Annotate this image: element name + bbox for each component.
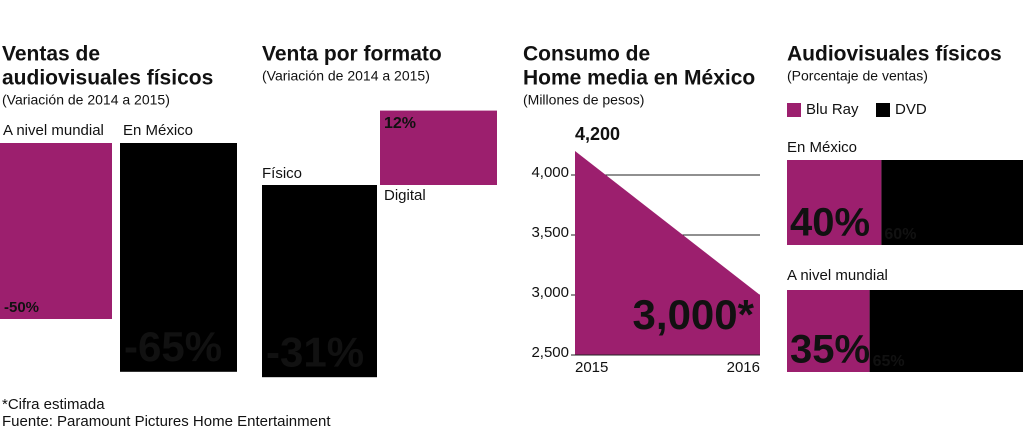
chart-subtitle: (Variación de 2014 a 2015) (262, 68, 430, 84)
bar (0, 143, 112, 319)
chart-title: Consumo de (523, 43, 650, 66)
legend-swatch (876, 103, 890, 117)
chart-title: Home media en México (523, 67, 755, 90)
bar (120, 143, 237, 372)
chart-title: Audiovisuales físicos (787, 43, 1002, 66)
chart-title: Venta por formato (262, 43, 442, 66)
value-label: 60% (884, 226, 916, 243)
category-label: En México (123, 122, 193, 139)
value-label: -65% (124, 323, 222, 370)
bar-segment (869, 290, 1023, 372)
bar-segment (787, 160, 882, 245)
footnote: Fuente: Paramount Pictures Home Entertai… (2, 413, 331, 430)
y-tick-label: 3,000 (531, 284, 569, 301)
bar (380, 110, 497, 185)
value-label: 35% (790, 328, 870, 372)
value-label: 4,200 (575, 124, 620, 144)
category-label: Físico (262, 165, 302, 182)
chart-title: audiovisuales físicos (2, 67, 213, 90)
category-label: A nivel mundial (787, 267, 888, 284)
legend-label: Blu Ray (806, 101, 859, 118)
value-label: 40% (790, 201, 870, 245)
bar-segment (787, 290, 870, 372)
category-label: En México (787, 139, 857, 156)
area (575, 151, 760, 355)
footnote: *Cifra estimada (2, 396, 105, 413)
chart-subtitle: (Millones de pesos) (523, 92, 644, 108)
legend-swatch (787, 103, 801, 117)
chart-subtitle: (Variación de 2014 a 2015) (2, 92, 170, 108)
chart-title: Ventas de (2, 43, 100, 66)
value-label: -50% (4, 299, 39, 316)
x-tick-label: 2015 (575, 359, 608, 376)
x-tick-label: 2016 (727, 359, 760, 376)
value-label: 12% (384, 115, 416, 132)
bar (262, 185, 377, 378)
y-tick-label: 2,500 (531, 344, 569, 361)
y-tick-label: 3,500 (531, 224, 569, 241)
legend-label: DVD (895, 101, 927, 118)
category-label: A nivel mundial (3, 122, 104, 139)
bar-segment (881, 160, 1023, 245)
y-tick-label: 4,000 (531, 164, 569, 181)
value-label: 65% (873, 353, 905, 370)
value-label: 3,000* (633, 291, 755, 338)
value-label: -31% (266, 328, 364, 375)
category-label: Digital (384, 187, 426, 204)
chart-subtitle: (Porcentaje de ventas) (787, 68, 928, 84)
